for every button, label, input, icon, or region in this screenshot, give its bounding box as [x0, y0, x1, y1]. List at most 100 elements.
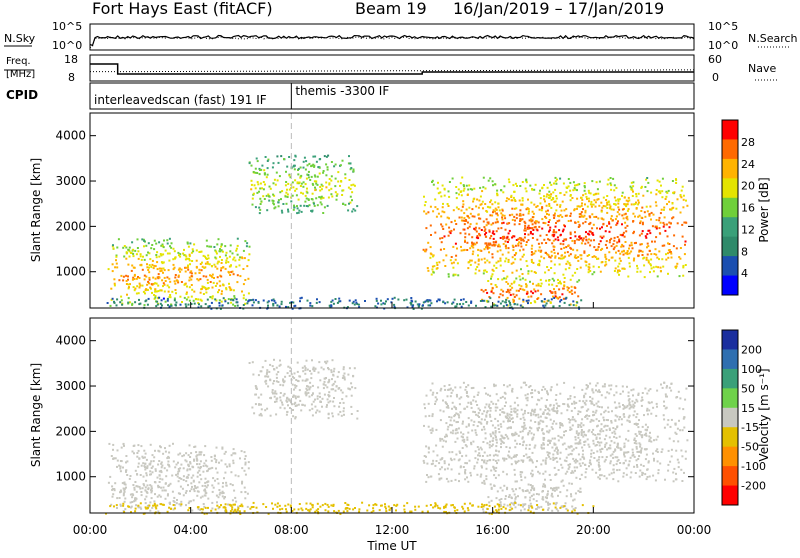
scatter-cell: [136, 456, 138, 458]
scatter-cell: [574, 221, 576, 223]
scatter-cell: [294, 190, 296, 192]
scatter-cell: [574, 208, 576, 210]
scatter-cell: [521, 438, 523, 440]
scatter-cell: [519, 200, 521, 202]
scatter-cell: [342, 203, 344, 205]
scatter-cell: [205, 492, 207, 494]
scatter-cell: [574, 242, 576, 244]
scatter-cell: [517, 495, 519, 497]
scatter-cell: [519, 218, 521, 220]
colorbar-tick-label: 16: [741, 202, 755, 215]
scatter-cell: [335, 390, 337, 392]
scatter-cell: [492, 424, 494, 426]
scatter-cell: [473, 421, 475, 423]
scatter-cell: [536, 403, 538, 405]
scatter-cell: [461, 306, 463, 308]
scatter-cell: [554, 450, 556, 452]
scatter-cell: [188, 246, 190, 248]
scatter-cell: [647, 245, 649, 247]
scatter-cell: [259, 188, 261, 190]
scatter-cell: [571, 286, 573, 288]
scatter-cell: [582, 208, 584, 210]
scatter-cell: [319, 173, 321, 175]
scatter-cell: [596, 181, 598, 183]
scatter-cell: [343, 368, 345, 370]
scatter-cell: [509, 416, 511, 418]
scatter-cell: [500, 501, 502, 503]
scatter-cell: [193, 499, 195, 501]
scatter-cell: [463, 298, 465, 300]
scatter-cell: [244, 257, 246, 259]
scatter-cell: [318, 361, 320, 363]
scatter-cell: [493, 474, 495, 476]
scatter-cell: [194, 490, 196, 492]
scatter-cell: [565, 298, 567, 300]
scatter-cell: [586, 384, 588, 386]
scatter-cell: [585, 264, 587, 266]
scatter-cell: [556, 285, 558, 287]
colorbar-tick-label: 4: [741, 267, 748, 280]
scatter-cell: [531, 470, 533, 472]
scatter-cell: [126, 460, 128, 462]
scatter-cell: [124, 498, 126, 500]
scatter-cell: [272, 389, 274, 391]
scatter-cell: [614, 246, 616, 248]
scatter-cell: [113, 301, 115, 303]
scatter-cell: [350, 196, 352, 198]
scatter-cell: [630, 186, 632, 188]
scatter-cell: [428, 448, 430, 450]
scatter-cell: [590, 456, 592, 458]
scatter-cell: [590, 240, 592, 242]
scatter-cell: [285, 196, 287, 198]
scatter-cell: [294, 372, 296, 374]
scatter-cell: [259, 198, 261, 200]
scatter-cell: [543, 239, 545, 241]
scatter-cell: [653, 458, 655, 460]
scatter-cell: [492, 273, 494, 275]
scatter-cell: [640, 431, 642, 433]
scatter-cell: [283, 158, 285, 160]
colorbar-tick-label: 24: [741, 158, 755, 171]
scatter-cell: [320, 401, 322, 403]
scatter-cell: [530, 302, 532, 304]
scatter-cell: [286, 166, 288, 168]
scatter-cell: [538, 493, 540, 495]
scatter-cell: [514, 474, 516, 476]
scatter-cell: [508, 259, 510, 261]
cpid-segment-label: interleavedscan (fast) 191 IF: [94, 93, 267, 107]
scatter-cell: [331, 412, 333, 414]
scatter-cell: [589, 400, 591, 402]
scatter-cell: [436, 216, 438, 218]
scatter-cell: [597, 476, 599, 478]
scatter-cell: [223, 297, 225, 299]
scatter-cell: [314, 406, 316, 408]
scatter-cell: [238, 259, 240, 261]
scatter-cell: [146, 284, 148, 286]
scatter-cell: [508, 451, 510, 453]
scatter-cell: [144, 498, 146, 500]
scatter-cell: [467, 227, 469, 229]
scatter-cell: [304, 369, 306, 371]
station-title: Fort Hays East (fitACF): [92, 0, 273, 18]
scatter-cell: [145, 245, 147, 247]
scatter-cell: [528, 484, 530, 486]
scatter-cell: [485, 414, 487, 416]
scatter-cell: [310, 373, 312, 375]
scatter-cell: [621, 418, 623, 420]
scatter-cell: [568, 446, 570, 448]
scatter-cell: [550, 260, 552, 262]
scatter-cell: [530, 231, 532, 233]
scatter-cell: [451, 424, 453, 426]
scatter-cell: [551, 292, 553, 294]
scatter-cell: [509, 214, 511, 216]
scatter-cell: [119, 468, 121, 470]
scatter-cell: [644, 211, 646, 213]
scatter-cell: [432, 180, 434, 182]
scatter-cell: [540, 463, 542, 465]
scatter-cell: [584, 203, 586, 205]
scatter-cell: [300, 205, 302, 207]
scatter-cell: [343, 366, 345, 368]
scatter-cell: [222, 491, 224, 493]
scatter-cell: [215, 285, 217, 287]
scatter-cell: [344, 173, 346, 175]
